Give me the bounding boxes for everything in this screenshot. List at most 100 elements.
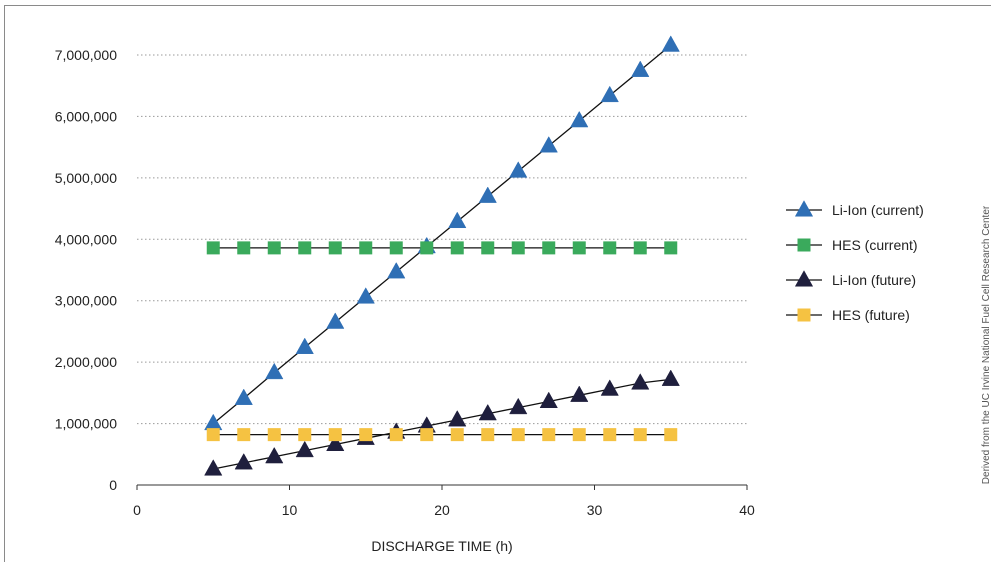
legend-item: HES (current): [786, 237, 918, 253]
legend-item: Li-Ion (future): [786, 270, 916, 288]
data-point: [542, 428, 556, 442]
data-point: [204, 413, 223, 431]
legend-label: Li-Ion (future): [832, 272, 916, 288]
data-point: [570, 110, 589, 128]
y-tick-label: 6,000,000: [55, 108, 117, 124]
legend-label: Li-Ion (current): [832, 202, 924, 218]
data-point: [481, 428, 495, 442]
y-tick-label: 4,000,000: [55, 231, 117, 247]
data-point: [664, 428, 678, 442]
legend-item: Li-Ion (current): [786, 200, 924, 218]
y-tick-label: 1,000,000: [55, 416, 117, 432]
data-point: [328, 241, 342, 255]
data-point: [542, 241, 556, 255]
data-point: [234, 453, 253, 470]
data-point: [511, 428, 525, 442]
data-point: [450, 241, 464, 255]
series-layer: [204, 35, 680, 476]
data-point: [570, 385, 589, 402]
data-point: [420, 428, 434, 442]
data-point: [664, 241, 678, 255]
y-tick-label: 2,000,000: [55, 354, 117, 370]
data-point: [326, 434, 345, 452]
data-point: [356, 287, 375, 304]
data-point: [298, 241, 312, 255]
data-point: [511, 241, 525, 255]
data-point: [389, 241, 403, 255]
legend-marker: [794, 200, 814, 217]
series-li-ion-future: [204, 369, 680, 476]
data-point: [359, 428, 373, 442]
x-tick-label: 30: [587, 502, 603, 518]
data-point: [359, 241, 373, 255]
data-point: [387, 262, 406, 279]
data-point: [572, 428, 586, 442]
data-point: [481, 241, 495, 255]
data-point: [448, 211, 467, 229]
x-tick-label: 40: [739, 502, 755, 518]
data-point: [539, 136, 558, 153]
series-hes-current: [206, 241, 678, 255]
data-point: [661, 35, 680, 52]
data-point: [661, 369, 680, 386]
data-point: [509, 397, 528, 415]
data-point: [295, 337, 314, 354]
legend-marker: [797, 238, 811, 252]
data-point: [450, 428, 464, 442]
data-point: [237, 241, 251, 255]
data-point: [631, 60, 650, 77]
x-tick-label: 0: [133, 502, 141, 518]
data-point: [237, 428, 251, 442]
data-point: [448, 410, 467, 427]
source-note: Derived from the UC Irvine National Fuel…: [981, 205, 991, 484]
legend-marker: [794, 270, 814, 287]
data-point: [328, 428, 342, 442]
y-tick-label: 3,000,000: [55, 293, 117, 309]
series-hes-future: [206, 428, 678, 442]
data-point: [633, 241, 647, 255]
data-point: [603, 428, 617, 442]
data-point: [631, 373, 650, 390]
data-point: [206, 428, 220, 442]
x-axis-ticks: 0 10 20 30 40: [133, 485, 755, 518]
x-tick-label: 10: [282, 502, 298, 518]
gridlines: [137, 54, 747, 425]
legend-label: HES (future): [832, 307, 910, 323]
data-point: [267, 241, 281, 255]
data-point: [509, 161, 528, 178]
series-li-ion-current: [204, 35, 680, 431]
series-line: [212, 44, 672, 425]
data-point: [633, 428, 647, 442]
data-point: [265, 362, 284, 380]
data-point: [572, 241, 586, 255]
legend: Li-Ion (current) HES (current) Li-Ion (fut…: [786, 200, 924, 323]
y-tick-label: 5,000,000: [55, 170, 117, 186]
y-tick-label: 7,000,000: [55, 47, 117, 63]
legend-marker: [797, 308, 811, 322]
data-point: [600, 85, 619, 103]
data-point: [600, 379, 619, 396]
data-point: [295, 440, 314, 458]
data-point: [420, 241, 434, 255]
data-point: [478, 186, 497, 203]
data-point: [539, 391, 558, 409]
data-point: [326, 312, 345, 329]
data-point: [389, 428, 403, 442]
data-point: [267, 428, 281, 442]
chart-frame: [4, 5, 991, 562]
data-point: [206, 241, 220, 255]
data-point: [234, 388, 253, 405]
y-tick-label: 0: [109, 477, 117, 493]
x-axis-title: DISCHARGE TIME (h): [371, 538, 512, 554]
data-point: [603, 241, 617, 255]
legend-item: HES (future): [786, 307, 910, 323]
legend-label: HES (current): [832, 237, 918, 253]
data-point: [265, 446, 284, 464]
data-point: [478, 403, 497, 421]
x-tick-label: 20: [434, 502, 450, 518]
data-point: [204, 459, 223, 476]
y-axis-ticks: 0 1,000,000 2,000,000 3,000,000 4,000,000 5,0…: [55, 47, 118, 493]
series-line: [213, 378, 671, 470]
data-point: [298, 428, 312, 442]
